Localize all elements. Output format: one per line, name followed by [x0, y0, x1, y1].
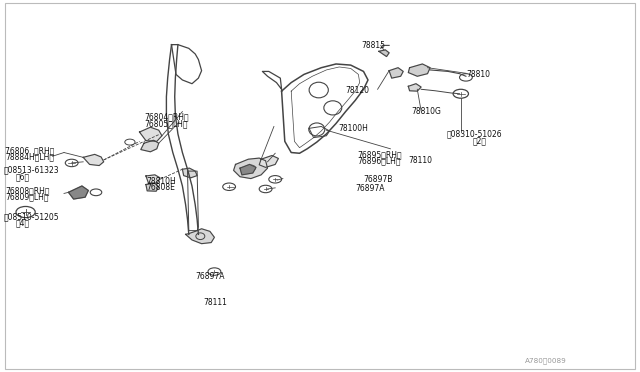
Text: 76804〈RH〉: 76804〈RH〉: [144, 113, 189, 122]
Text: 76805〈LH〉: 76805〈LH〉: [144, 119, 188, 128]
Text: 〈4〉: 〈4〉: [16, 219, 30, 228]
Polygon shape: [379, 50, 389, 57]
Polygon shape: [240, 164, 256, 175]
Polygon shape: [186, 229, 214, 244]
Polygon shape: [234, 158, 268, 179]
Text: 78111: 78111: [204, 298, 227, 307]
Polygon shape: [182, 168, 197, 178]
Text: 78810H: 78810H: [146, 177, 175, 186]
Text: 76897A: 76897A: [355, 185, 385, 193]
Text: 78110: 78110: [408, 156, 433, 165]
Text: 76808〈RH〉: 76808〈RH〉: [5, 186, 50, 195]
Text: 〈2〉: 〈2〉: [472, 136, 486, 145]
Text: 78884H〈LH〉: 78884H〈LH〉: [5, 153, 54, 161]
Text: Ⓢ08513-61323: Ⓢ08513-61323: [3, 166, 59, 174]
Polygon shape: [408, 64, 430, 76]
Text: A780よ0089: A780よ0089: [525, 357, 566, 364]
Text: 76808E: 76808E: [146, 183, 175, 192]
Text: 78815: 78815: [362, 41, 385, 50]
Polygon shape: [146, 175, 160, 183]
Text: 76897B: 76897B: [364, 175, 393, 184]
Text: Ⓢ08310-51026: Ⓢ08310-51026: [447, 129, 502, 138]
Polygon shape: [146, 183, 159, 191]
Text: Ⓢ08510-51205: Ⓢ08510-51205: [3, 212, 59, 221]
Polygon shape: [83, 154, 104, 166]
Text: 76896〈LH〉: 76896〈LH〉: [357, 156, 401, 165]
Polygon shape: [259, 155, 278, 167]
Text: 78810: 78810: [466, 70, 490, 79]
Text: 76806  〈RH〉: 76806 〈RH〉: [5, 146, 54, 155]
Text: 76897A: 76897A: [195, 272, 225, 281]
Text: 78100H: 78100H: [338, 124, 368, 133]
Text: 〈6〉: 〈6〉: [16, 172, 30, 181]
Text: 78810G: 78810G: [412, 107, 442, 116]
Polygon shape: [68, 186, 88, 199]
Text: 76809〈LH〉: 76809〈LH〉: [5, 192, 49, 201]
Text: 76895〈RH〉: 76895〈RH〉: [357, 150, 402, 159]
Polygon shape: [408, 84, 421, 91]
Polygon shape: [141, 140, 159, 152]
Polygon shape: [140, 127, 162, 141]
Text: 78120: 78120: [346, 86, 370, 94]
Polygon shape: [389, 68, 403, 78]
